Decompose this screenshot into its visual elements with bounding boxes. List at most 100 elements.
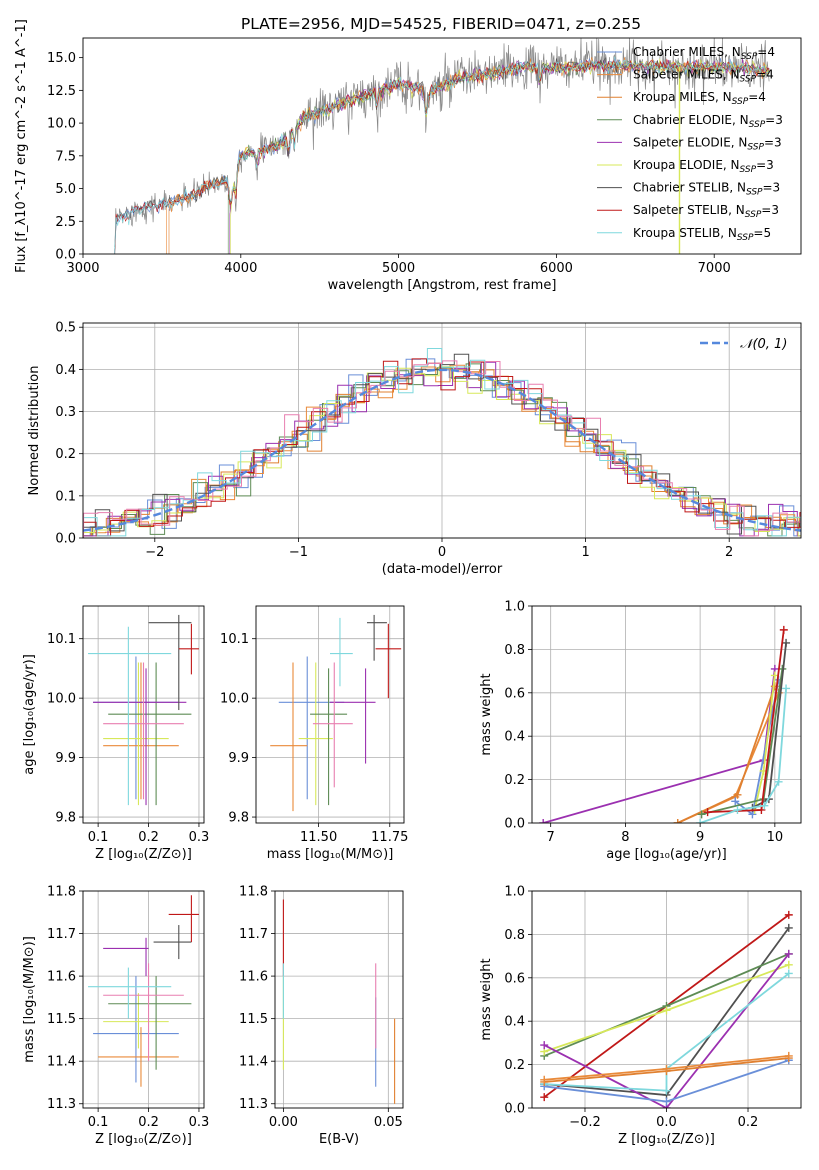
y-tick-label: 0.6 (504, 686, 525, 701)
series-marker (733, 805, 742, 814)
grid (256, 606, 404, 823)
x-tick-label: 0.2 (738, 1115, 759, 1130)
y-tick-label: 0.4 (55, 363, 76, 378)
y-tick-label: 0.2 (504, 773, 525, 788)
y-tick-label: 10.0 (47, 692, 76, 707)
y-tick-label: 11.5 (239, 1012, 268, 1027)
y-tick-label: 10.0 (220, 692, 249, 707)
x-tick-label: 0.3 (189, 1115, 210, 1130)
y-tick-label: 9.9 (228, 751, 249, 766)
x-tick-label: 0.2 (138, 830, 159, 845)
plot-area (114, 38, 770, 254)
y-axis-label: mass weight (479, 673, 494, 755)
series-marker (784, 960, 793, 969)
gaussian-reference (83, 368, 801, 532)
series-marker (782, 684, 791, 693)
y-tick-label: 11.3 (239, 1097, 268, 1112)
y-tick-label: 7.5 (55, 149, 76, 164)
x-axis-label: Z [log₁₀(Z/Z⊙)] (95, 1132, 192, 1147)
series-marker (539, 819, 548, 823)
y-tick-label: 0.5 (55, 321, 76, 336)
series-marker (731, 797, 740, 806)
x-tick-label: 5000 (382, 261, 415, 276)
y-tick-label: 1.0 (504, 885, 525, 900)
plot-area (282, 899, 396, 1104)
weight-series (703, 625, 788, 817)
y-tick-label: 9.8 (228, 811, 249, 826)
y-tick-label: 11.6 (47, 970, 76, 985)
errorbar-point (168, 895, 199, 943)
axes-frame (531, 605, 802, 824)
axes-z-weight: −0.2 0.0 0.2 0.0 0.2 0.4 0.6 0.8 1.0 Z [log₁₀(Z/Z… (479, 885, 802, 1147)
legend-entry: Chabrier ELODIE, NSSP=3 (633, 113, 783, 130)
errorbar-point (98, 1027, 179, 1087)
series-marker (784, 923, 793, 932)
series-marker (662, 1006, 671, 1015)
x-tick-label: 2 (725, 545, 733, 560)
series-marker (774, 777, 783, 786)
x-tick-label: 0.1 (88, 1115, 109, 1130)
axes-spectrum: 3000 4000 5000 6000 7000 0.0 2.5 5.0 7.5 10.0 12.5… (14, 15, 802, 293)
errorbar-point (103, 937, 149, 977)
histogram-series (83, 364, 801, 537)
legend: Chabrier MILES, NSSP=4 Salpeter MILES, NS… (597, 45, 783, 243)
y-tick-label: 9.9 (55, 751, 76, 766)
x-tick-label: 0.0 (656, 1115, 677, 1130)
axes-ebv-mass: 0.00 0.05 11.3 11.4 11.5 11.6 11.7 11.8 E(B-V) (239, 885, 404, 1147)
errorbar-point (330, 617, 353, 687)
y-tick-label: 5.0 (55, 182, 76, 197)
axes-frame (255, 605, 405, 824)
errorbar-point (103, 963, 184, 1062)
errorbar-point (103, 993, 169, 1049)
y-axis-label: Flux [f_λ10^-17 erg cm^-2 s^-1 A^-1] (14, 19, 29, 273)
y-tick-label: 11.7 (239, 927, 268, 942)
x-axis-label: (data-model)/error (382, 562, 503, 577)
series-marker (784, 1051, 793, 1060)
x-tick-label: 0 (438, 545, 446, 560)
model-spectrum (114, 56, 770, 254)
errorbar-point (108, 662, 192, 806)
y-tick-label: 9.8 (55, 811, 76, 826)
series-marker (673, 819, 682, 823)
axes-age-weight: 7 8 9 10 0.0 0.2 0.4 0.6 0.8 1.0 age [log₁₀(age/yr… (479, 600, 802, 862)
series-marker (540, 1041, 549, 1050)
series-marker (662, 1097, 671, 1106)
y-tick-label: 15.0 (47, 51, 76, 66)
legend-entry: Salpeter ELODIE, NSSP=3 (633, 135, 782, 152)
axes-frame (82, 605, 205, 824)
series-marker (784, 910, 793, 919)
y-axis-label: mass weight (479, 958, 494, 1040)
y-tick-label: 12.5 (47, 84, 76, 99)
y-tick-label: 0.4 (504, 730, 525, 745)
x-tick-label: −0.2 (569, 1115, 601, 1130)
legend-entry: Salpeter MILES, NSSP=4 (633, 68, 774, 85)
y-tick-label: 0.0 (504, 817, 525, 832)
x-tick-label: 0.00 (269, 1115, 298, 1130)
errorbar-point (330, 668, 376, 764)
y-tick-label: 11.3 (47, 1097, 76, 1112)
legend-entry: Kroupa MILES, NSSP=4 (633, 90, 766, 107)
axes-frame (274, 890, 404, 1109)
y-tick-label: 10.1 (220, 632, 249, 647)
x-axis-label: wavelength [Angstrom, rest frame] (328, 278, 557, 293)
y-tick-label: 11.5 (47, 1012, 76, 1027)
x-axis-label: E(B-V) (319, 1132, 359, 1147)
series-marker (779, 625, 788, 634)
y-tick-label: 0.6 (504, 971, 525, 986)
y-tick-label: 0.2 (504, 1058, 525, 1073)
series-line (544, 972, 790, 1092)
axes-frame (82, 37, 802, 255)
y-tick-label: 0.4 (504, 1015, 525, 1030)
x-tick-label: 7000 (698, 261, 731, 276)
y-tick-label: 0.8 (504, 928, 525, 943)
errorbar-point (93, 976, 179, 1083)
errorbar-point (103, 662, 169, 806)
plot-area (88, 614, 199, 806)
plot-area (270, 614, 402, 812)
x-tick-label: −2 (145, 545, 164, 560)
x-tick-label: 0.1 (88, 830, 109, 845)
y-tick-label: 11.6 (239, 970, 268, 985)
x-tick-label: 11.75 (371, 830, 408, 845)
axes-frame (82, 322, 802, 539)
series-marker (540, 1075, 549, 1084)
